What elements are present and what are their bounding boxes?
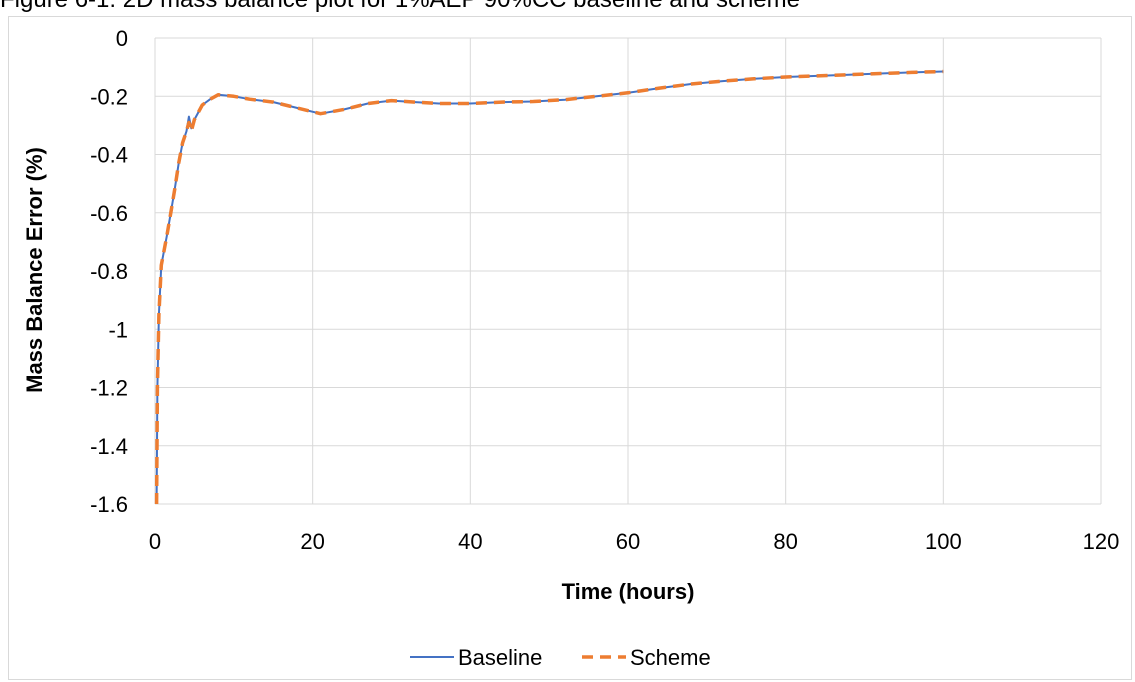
y-tick-label: -1 [108,317,128,342]
y-tick-label: -0.8 [90,259,128,284]
legend: Baseline Scheme [410,645,711,670]
x-tick-label: 60 [616,529,640,554]
y-tick-labels: 0 -0.2 -0.4 -0.6 -0.8 -1 -1.2 -1.4 -1.6 [90,26,128,517]
chart-frame [8,16,1132,680]
y-tick-label: -0.4 [90,143,128,168]
gridlines [154,37,1102,505]
x-tick-label: 40 [458,529,482,554]
y-tick-label: -0.6 [90,201,128,226]
y-tick-label: -0.2 [90,84,128,109]
y-tick-label: -1.6 [90,492,128,517]
x-tick-label: 80 [773,529,797,554]
y-tick-label: -1.4 [90,434,128,459]
series-lines [154,69,944,505]
legend-label-scheme: Scheme [630,645,711,670]
x-axis-title: Time (hours) [562,579,695,604]
x-tick-label: 0 [149,529,161,554]
x-tick-label: 100 [925,529,962,554]
y-tick-label: -1.2 [90,376,128,401]
figure-caption: Figure 6-1: 2D mass balance plot for 1%A… [0,0,1135,16]
y-tick-label: 0 [116,26,128,51]
x-tick-label: 20 [300,529,324,554]
series-line-scheme [154,69,944,505]
x-tick-label: 120 [1083,529,1120,554]
series-line-baseline [155,70,944,505]
y-axis-title: Mass Balance Error (%) [22,147,47,393]
legend-label-baseline: Baseline [458,645,542,670]
x-tick-labels: 0 20 40 60 80 100 120 [149,529,1119,554]
